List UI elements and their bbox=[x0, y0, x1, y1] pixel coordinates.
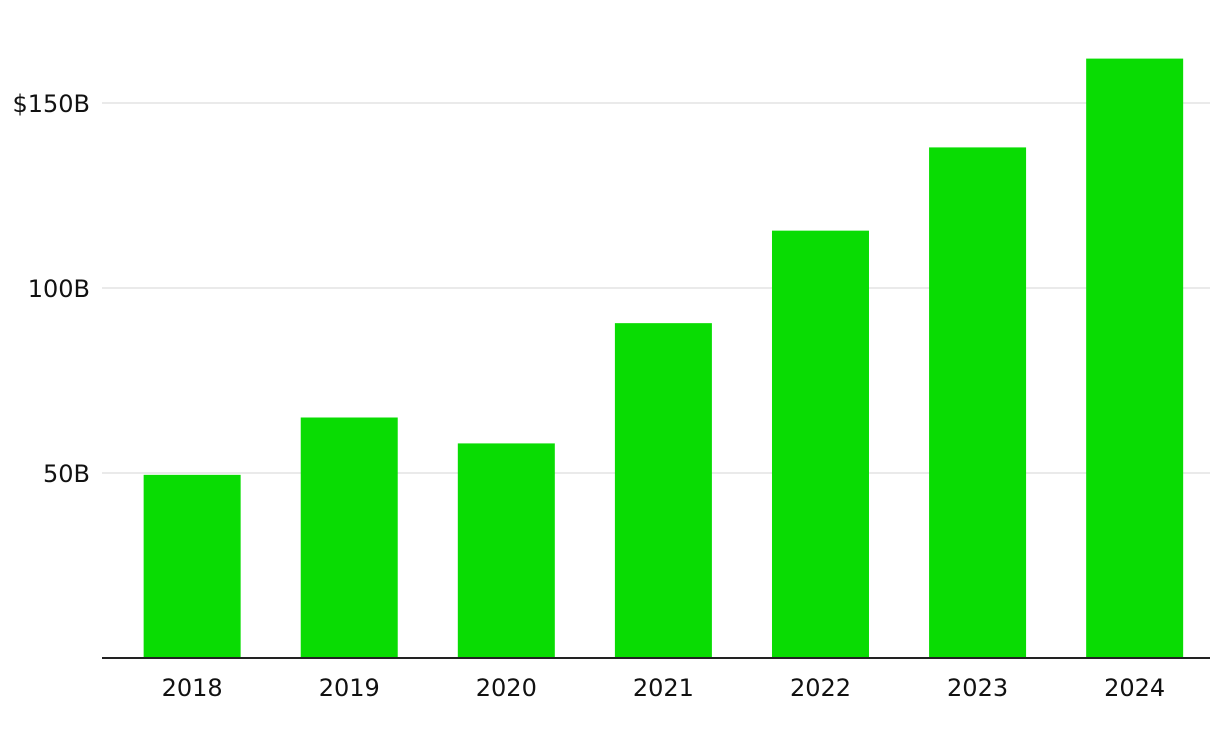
y-tick-label: 50B bbox=[43, 460, 90, 488]
bar-2020 bbox=[457, 443, 555, 658]
bars bbox=[143, 58, 1184, 659]
y-tick-labels: 50B 100B $150B bbox=[12, 90, 90, 488]
bar-2018 bbox=[143, 474, 241, 658]
bar-2021 bbox=[614, 323, 712, 658]
x-tick-label: 2018 bbox=[162, 674, 223, 702]
x-tick-label: 2021 bbox=[633, 674, 694, 702]
x-tick-label: 2019 bbox=[319, 674, 380, 702]
bar-2022 bbox=[771, 230, 869, 658]
y-tick-label: $150B bbox=[12, 90, 90, 118]
bar-2019 bbox=[300, 417, 398, 658]
bar-2024 bbox=[1086, 58, 1184, 659]
x-tick-label: 2020 bbox=[476, 674, 537, 702]
y-tick-label: 100B bbox=[28, 275, 90, 303]
x-tick-labels: 2018 2019 2020 2021 2022 2023 2024 bbox=[162, 674, 1166, 702]
x-tick-label: 2024 bbox=[1104, 674, 1165, 702]
x-tick-label: 2023 bbox=[947, 674, 1008, 702]
bar-2023 bbox=[929, 147, 1027, 658]
x-tick-label: 2022 bbox=[790, 674, 851, 702]
